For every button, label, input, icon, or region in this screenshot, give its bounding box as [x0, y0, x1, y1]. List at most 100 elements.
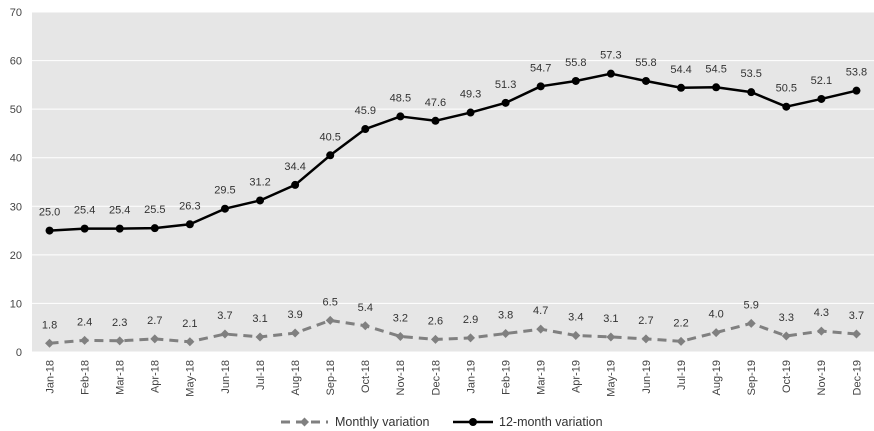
x-tick-label: Dec-19 [851, 360, 863, 395]
data-point-circle [536, 82, 545, 91]
x-tick-label: Jun-18 [220, 360, 232, 394]
x-tick-label: May-18 [185, 360, 197, 397]
data-label: 52.1 [811, 75, 832, 87]
data-label: 3.9 [287, 309, 302, 321]
data-point-diamond [676, 336, 686, 346]
x-tick-label: Aug-18 [290, 360, 302, 395]
data-label: 2.7 [638, 315, 653, 327]
data-point-circle [571, 76, 580, 85]
data-label: 3.4 [568, 311, 583, 323]
x-tick-label: Nov-18 [395, 360, 407, 395]
y-tick-label: 20 [10, 250, 22, 262]
y-tick-label: 10 [10, 298, 22, 310]
data-point-diamond [641, 334, 651, 344]
data-point-circle [220, 204, 229, 213]
y-tick-label: 30 [10, 201, 22, 213]
data-label: 2.6 [428, 315, 443, 327]
data-point-diamond [80, 335, 90, 345]
data-point-circle [396, 112, 405, 121]
data-point-circle [641, 76, 650, 85]
data-label: 51.3 [495, 79, 516, 91]
data-point-diamond [606, 332, 616, 342]
x-tick-label: Jul-19 [676, 360, 688, 390]
data-label: 54.7 [530, 62, 551, 74]
data-label: 2.4 [77, 316, 92, 328]
data-point-circle [185, 220, 194, 229]
data-point-circle [115, 224, 124, 233]
data-label: 53.5 [740, 68, 761, 80]
data-label: 3.8 [498, 310, 513, 322]
x-tick-label: Oct-19 [781, 360, 793, 393]
x-tick-label: May-19 [606, 360, 618, 397]
x-tick-label: Oct-18 [360, 360, 372, 393]
x-tick-label: Aug-19 [711, 360, 723, 395]
data-label: 3.7 [217, 310, 232, 322]
data-label: 25.0 [39, 207, 60, 219]
legend-label-12-month: 12-month variation [499, 415, 603, 429]
data-point-circle [677, 83, 686, 92]
data-point-circle [712, 83, 721, 92]
data-label: 25.5 [144, 204, 165, 216]
y-tick-label: 50 [10, 104, 22, 116]
data-label: 31.2 [249, 176, 270, 188]
x-tick-label: Dec-18 [430, 360, 442, 395]
data-label: 3.7 [849, 310, 864, 322]
data-label: 25.4 [74, 205, 95, 217]
data-label: 3.3 [779, 312, 794, 324]
x-tick-label: Jul-18 [255, 360, 267, 390]
legend-marker-diamond [300, 417, 309, 427]
data-point-diamond [430, 334, 440, 344]
data-point-diamond [45, 338, 55, 348]
data-point-diamond [711, 328, 721, 338]
x-tick-label: Feb-19 [500, 360, 512, 395]
twelve-month-variation-line [49, 72, 857, 232]
data-label: 3.1 [252, 313, 267, 325]
y-tick-label: 0 [16, 347, 22, 359]
data-label: 2.3 [112, 317, 127, 329]
data-point-circle [817, 94, 826, 103]
data-point-diamond [466, 333, 476, 343]
data-point-diamond [325, 315, 335, 325]
data-label: 4.3 [814, 307, 829, 319]
data-point-diamond [746, 318, 756, 328]
plot-area [32, 12, 874, 352]
data-point-diamond [395, 331, 405, 341]
x-tick-label: Mar-18 [115, 360, 127, 395]
data-label: 3.2 [393, 312, 408, 324]
data-point-diamond [150, 334, 160, 344]
x-tick-label: Nov-19 [816, 360, 828, 395]
x-tick-label: Apr-19 [571, 360, 583, 393]
data-label: 25.4 [109, 205, 130, 217]
y-tick-label: 70 [10, 7, 22, 19]
data-label: 5.9 [744, 299, 759, 311]
data-label: 54.4 [670, 64, 691, 76]
data-label: 3.1 [603, 313, 618, 325]
data-label: 4.0 [708, 309, 723, 321]
data-point-circle [431, 116, 440, 125]
data-label: 4.7 [533, 305, 548, 317]
monthly-variation-line [49, 318, 857, 345]
data-label: 6.5 [323, 296, 338, 308]
data-label: 48.5 [390, 92, 411, 104]
data-point-diamond [851, 329, 861, 339]
legend-marker-circle [469, 418, 477, 426]
data-label: 2.2 [673, 317, 688, 329]
data-point-diamond [536, 324, 546, 334]
x-tick-label: Apr-18 [150, 360, 162, 393]
x-tick-label: Mar-19 [536, 360, 548, 395]
data-point-circle [501, 98, 510, 107]
data-label: 26.3 [179, 200, 200, 212]
x-tick-label: Feb-18 [79, 360, 91, 395]
x-tick-label: Sep-18 [325, 360, 337, 395]
x-tick-label: Sep-19 [746, 360, 758, 395]
data-point-circle [361, 125, 370, 134]
data-point-circle [291, 180, 300, 189]
data-point-diamond [501, 329, 511, 339]
data-label: 5.4 [358, 302, 373, 314]
data-point-circle [150, 224, 159, 233]
data-point-circle [80, 224, 89, 233]
data-point-circle [606, 69, 615, 78]
data-point-diamond [255, 332, 265, 342]
data-label: 1.8 [42, 319, 57, 331]
